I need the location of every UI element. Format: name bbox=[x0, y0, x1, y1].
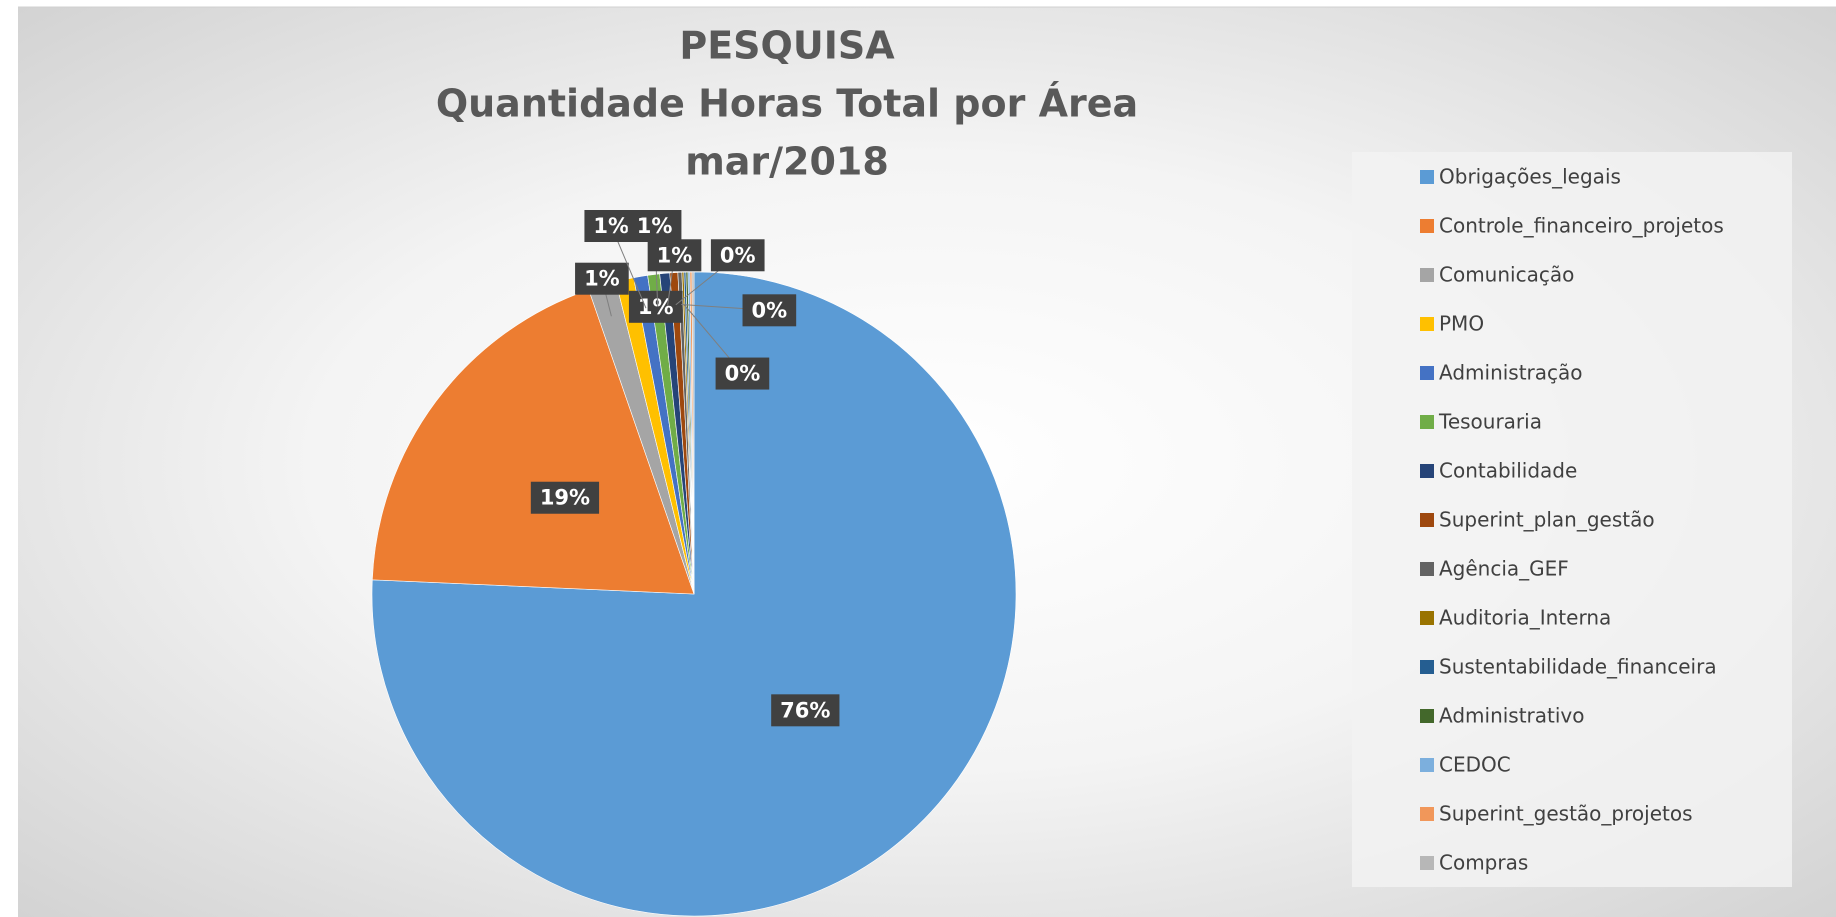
data-label: 76% bbox=[780, 698, 830, 722]
legend-swatch bbox=[1420, 170, 1434, 184]
chart-title: PESQUISA bbox=[679, 24, 895, 68]
legend-label: CEDOC bbox=[1439, 753, 1511, 777]
legend-swatch bbox=[1420, 317, 1434, 331]
legend-label: Administrativo bbox=[1439, 704, 1585, 728]
legend-swatch bbox=[1420, 464, 1434, 478]
legend-swatch bbox=[1420, 807, 1434, 821]
legend-swatch bbox=[1420, 219, 1434, 233]
legend-swatch bbox=[1420, 758, 1434, 772]
data-label: 1% bbox=[657, 243, 693, 267]
data-label: 19% bbox=[540, 486, 590, 510]
legend-label: Comunicação bbox=[1439, 263, 1574, 287]
data-label: 1% bbox=[593, 214, 629, 238]
legend-label: Sustentabilidade_financeira bbox=[1439, 655, 1717, 679]
data-label: 0% bbox=[752, 298, 788, 322]
data-label: 1% bbox=[638, 295, 674, 319]
data-label-box bbox=[647, 239, 702, 272]
legend-label: Superint_gestão_projetos bbox=[1439, 802, 1693, 826]
legend-label: Agência_GEF bbox=[1439, 557, 1569, 581]
legend-swatch bbox=[1420, 709, 1434, 723]
legend-label: Compras bbox=[1439, 851, 1528, 875]
chart-title: Quantidade Horas Total por Área bbox=[436, 82, 1138, 126]
legend-label: Obrigações_legais bbox=[1439, 165, 1621, 189]
legend-swatch bbox=[1420, 366, 1434, 380]
legend-label: Auditoria_Interna bbox=[1439, 606, 1611, 630]
data-label-box bbox=[715, 357, 770, 390]
pie-slice bbox=[371, 289, 695, 595]
chart-title: mar/2018 bbox=[685, 140, 889, 184]
data-label-box bbox=[710, 239, 765, 272]
legend-label: Tesouraria bbox=[1438, 410, 1542, 434]
legend-label: PMO bbox=[1439, 312, 1484, 336]
legend-label: Contabilidade bbox=[1439, 459, 1577, 483]
legend-swatch bbox=[1420, 415, 1434, 429]
legend-swatch bbox=[1420, 562, 1434, 576]
data-label-box bbox=[575, 262, 629, 295]
data-label: 0% bbox=[725, 362, 761, 386]
legend-label: Controle_financeiro_projetos bbox=[1439, 214, 1724, 238]
pie-slice bbox=[691, 271, 695, 595]
data-label-box bbox=[742, 294, 797, 327]
legend-swatch bbox=[1420, 856, 1434, 870]
data-label: 0% bbox=[720, 243, 756, 267]
data-label-box bbox=[530, 481, 600, 514]
data-label-box bbox=[628, 290, 683, 323]
data-label: 1% bbox=[584, 267, 620, 291]
data-label-box bbox=[771, 694, 840, 727]
legend-swatch bbox=[1420, 660, 1434, 674]
legend-label: Administração bbox=[1439, 361, 1583, 385]
legend-swatch bbox=[1420, 513, 1434, 527]
legend-swatch bbox=[1420, 611, 1434, 625]
legend-swatch bbox=[1420, 268, 1434, 282]
legend-label: Superint_plan_gestão bbox=[1439, 508, 1655, 532]
data-label-box bbox=[627, 210, 682, 243]
pie-slice bbox=[371, 271, 1017, 917]
data-label: 1% bbox=[637, 214, 673, 238]
